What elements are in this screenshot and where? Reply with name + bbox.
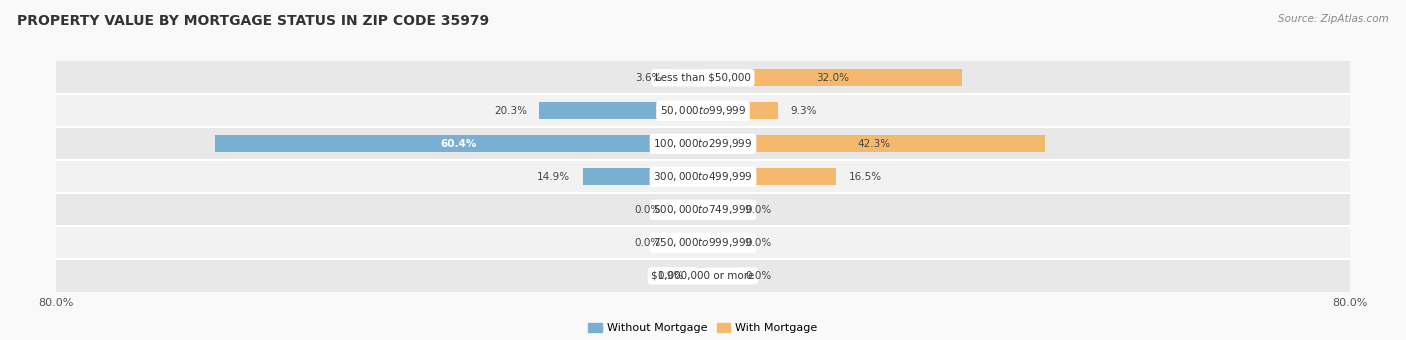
Text: 0.0%: 0.0% — [745, 238, 772, 248]
Bar — [56, 127, 1350, 160]
Bar — [56, 259, 1350, 292]
Text: 0.0%: 0.0% — [745, 205, 772, 215]
Bar — [703, 201, 740, 218]
Text: 14.9%: 14.9% — [537, 172, 571, 182]
Text: PROPERTY VALUE BY MORTGAGE STATUS IN ZIP CODE 35979: PROPERTY VALUE BY MORTGAGE STATUS IN ZIP… — [17, 14, 489, 28]
Text: 0.0%: 0.0% — [634, 205, 661, 215]
Text: 42.3%: 42.3% — [858, 139, 890, 149]
Text: 20.3%: 20.3% — [494, 106, 527, 116]
Bar — [666, 234, 703, 252]
Bar — [538, 102, 703, 119]
Text: $1,000,000 or more: $1,000,000 or more — [651, 271, 755, 281]
Text: 0.9%: 0.9% — [657, 271, 683, 281]
Text: $300,000 to $499,999: $300,000 to $499,999 — [654, 170, 752, 183]
Text: 0.0%: 0.0% — [634, 238, 661, 248]
Text: 0.0%: 0.0% — [745, 271, 772, 281]
Text: Source: ZipAtlas.com: Source: ZipAtlas.com — [1278, 14, 1389, 23]
Bar — [56, 61, 1350, 94]
Legend: Without Mortgage, With Mortgage: Without Mortgage, With Mortgage — [583, 318, 823, 338]
Bar — [703, 102, 778, 119]
Bar — [666, 201, 703, 218]
Text: $100,000 to $299,999: $100,000 to $299,999 — [654, 137, 752, 150]
Bar — [703, 267, 740, 285]
Text: 60.4%: 60.4% — [440, 139, 477, 149]
Bar — [56, 94, 1350, 127]
Text: 16.5%: 16.5% — [849, 172, 882, 182]
Bar — [703, 135, 1045, 152]
Bar — [673, 69, 703, 86]
Bar — [703, 69, 962, 86]
Bar — [56, 160, 1350, 193]
Text: 3.6%: 3.6% — [636, 73, 662, 83]
Text: $50,000 to $99,999: $50,000 to $99,999 — [659, 104, 747, 117]
Bar — [56, 226, 1350, 259]
Text: Less than $50,000: Less than $50,000 — [655, 73, 751, 83]
Bar — [215, 135, 703, 152]
Text: $500,000 to $749,999: $500,000 to $749,999 — [654, 203, 752, 216]
Bar — [703, 168, 837, 185]
Bar — [582, 168, 703, 185]
Bar — [703, 234, 740, 252]
Text: $750,000 to $999,999: $750,000 to $999,999 — [654, 236, 752, 249]
Bar — [56, 193, 1350, 226]
Bar — [696, 267, 703, 285]
Text: 9.3%: 9.3% — [790, 106, 817, 116]
Text: 32.0%: 32.0% — [815, 73, 849, 83]
